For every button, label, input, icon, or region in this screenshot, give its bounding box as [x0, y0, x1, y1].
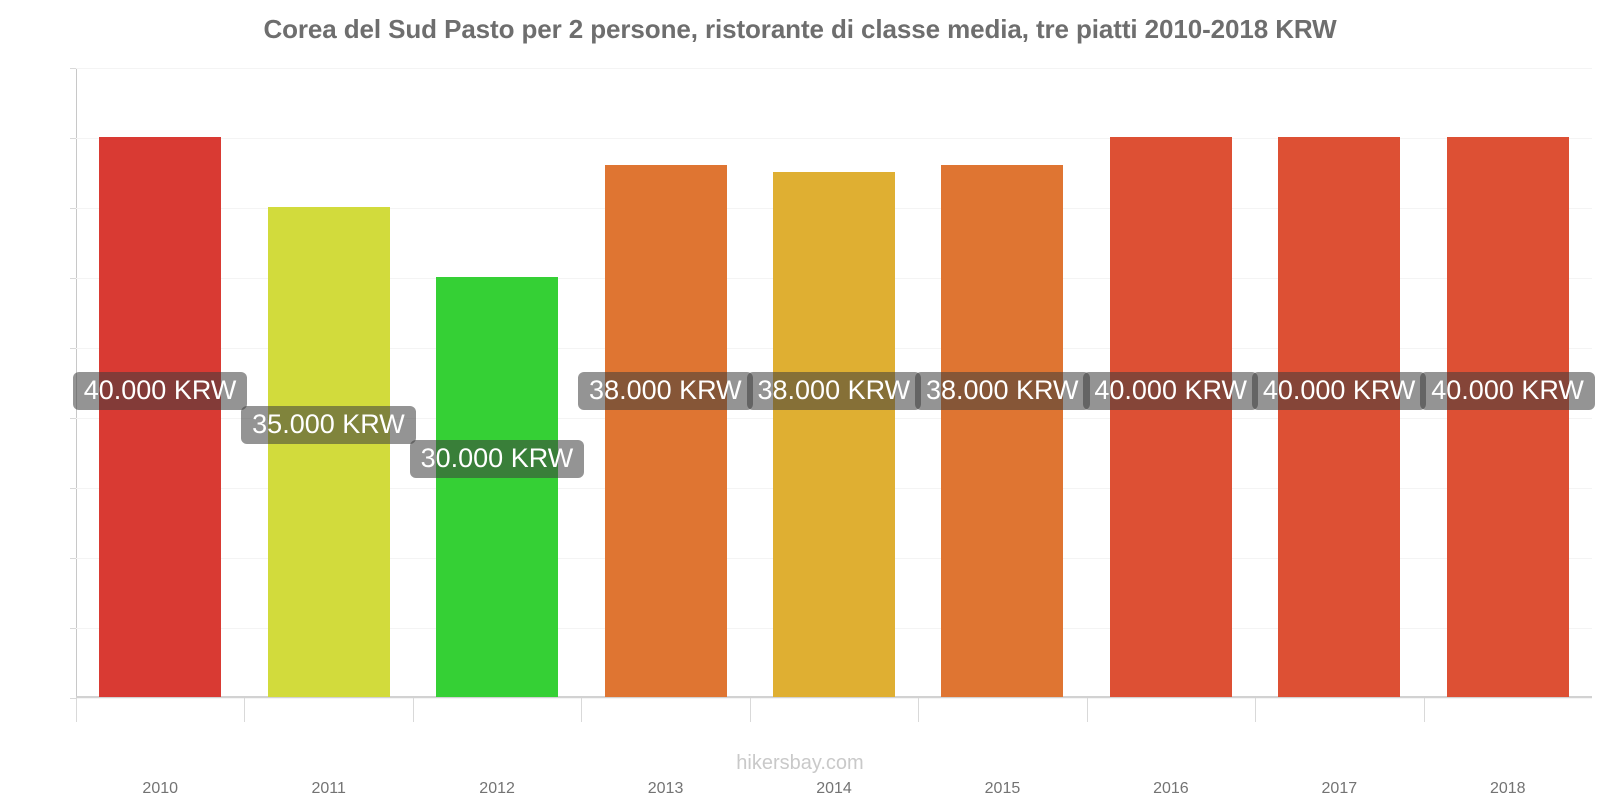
plot-area: 4500040000350003000025000200001500010000… — [70, 68, 1595, 797]
x-axis-tick-mark — [749, 698, 751, 722]
x-axis-tick-mark — [412, 698, 414, 722]
gridline — [76, 698, 1592, 699]
y-axis-tick-mark — [70, 68, 76, 69]
gridline — [76, 138, 1592, 139]
y-axis-tick-mark — [70, 348, 76, 349]
gridline — [76, 68, 1592, 69]
bar-2016[interactable] — [1109, 137, 1232, 697]
x-axis-tick-label-2015: 2015 — [984, 780, 1021, 797]
bar-2014[interactable] — [773, 172, 895, 697]
x-axis-tick-mark — [76, 698, 77, 722]
x-axis-tick-mark — [1423, 698, 1425, 722]
data-label-2010: 40.000 KRW — [72, 372, 248, 410]
x-axis-tick-mark — [1086, 698, 1088, 722]
x-axis-tick-mark — [918, 698, 920, 722]
x-axis-tick-label-2014: 2014 — [816, 780, 852, 797]
bar-2012[interactable] — [436, 277, 559, 697]
x-axis-tick-mark — [244, 698, 246, 722]
data-label-2014: 38.000 KRW — [746, 372, 922, 410]
bar-2017[interactable] — [1278, 137, 1401, 697]
data-label-2011: 35.000 KRW — [241, 406, 416, 444]
x-axis-tick-mark — [1255, 698, 1257, 722]
page-title: Corea del Sud Pasto per 2 persone, risto… — [263, 14, 1337, 44]
x-axis-tick-label-2010: 2010 — [142, 780, 179, 797]
data-label-2015: 38.000 KRW — [914, 372, 1090, 410]
y-axis-tick-mark — [70, 208, 76, 209]
y-axis-tick-mark — [70, 418, 76, 419]
x-axis-tick-label-2013: 2013 — [647, 780, 684, 797]
y-axis-tick-mark — [70, 488, 76, 489]
x-axis-tick-label-2017: 2017 — [1321, 780, 1358, 797]
x-axis-tick-mark — [581, 698, 583, 722]
bar-2010[interactable] — [99, 137, 222, 697]
x-axis-tick-label-2016: 2016 — [1153, 780, 1189, 797]
y-axis-tick-mark — [70, 628, 76, 629]
data-label-2016: 40.000 KRW — [1083, 372, 1258, 410]
x-axis-tick-label-2012: 2012 — [479, 780, 515, 797]
bar-2011[interactable] — [267, 207, 390, 697]
bar-2018[interactable] — [1446, 137, 1569, 697]
y-axis-tick-mark — [70, 698, 76, 699]
data-label-2017: 40.000 KRW — [1251, 372, 1427, 410]
watermark: hikersbay.com — [736, 752, 864, 774]
bar-2013[interactable] — [604, 165, 727, 697]
y-axis-tick-mark — [70, 138, 76, 139]
data-label-2018: 40.000 KRW — [1420, 372, 1595, 410]
y-axis-tick-mark — [70, 558, 76, 559]
x-axis-tick-label-2011: 2011 — [311, 780, 346, 797]
bar-2015[interactable] — [941, 165, 1064, 697]
data-label-2013: 38.000 KRW — [578, 372, 753, 410]
x-axis-line — [76, 696, 1592, 698]
y-axis-tick-mark — [70, 278, 76, 279]
x-axis-tick-label-2018: 2018 — [1489, 780, 1526, 797]
data-label-2012: 30.000 KRW — [409, 440, 585, 478]
